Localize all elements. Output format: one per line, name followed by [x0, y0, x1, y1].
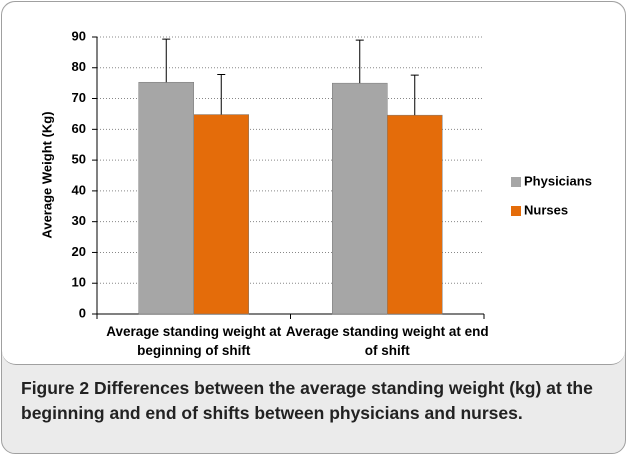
y-tick-label: 30	[72, 213, 86, 228]
error-bar	[217, 74, 226, 115]
y-tick-label: 70	[72, 90, 86, 105]
bar	[387, 114, 443, 315]
y-tick-label: 60	[72, 121, 86, 136]
bar	[332, 82, 388, 315]
caption: Figure 2 Differences between the average…	[21, 376, 611, 426]
caption-text: Differences between the average standing…	[21, 378, 593, 423]
y-tick-label: 20	[72, 244, 86, 259]
y-tick-label: 50	[72, 152, 86, 167]
legend-label: Physicians	[524, 173, 592, 188]
error-bar	[355, 39, 364, 84]
x-tick-label: Average standing weight at beginning of …	[106, 324, 282, 358]
bar	[138, 81, 194, 315]
y-tick-label: 90	[72, 28, 86, 43]
y-axis-title: Average Weight (Kg)	[39, 111, 54, 238]
error-bar	[410, 74, 419, 116]
legend-label: Nurses	[524, 202, 568, 217]
y-tick-label: 40	[72, 182, 86, 197]
legend-swatch	[511, 177, 521, 187]
legend-swatch	[511, 206, 521, 216]
y-tick-label: 80	[72, 59, 86, 74]
bar	[193, 114, 249, 315]
error-bar	[162, 38, 171, 83]
caption-label: Figure 2	[21, 378, 90, 398]
y-tick-label: 0	[79, 305, 86, 320]
chart-panel: Average Weight (Kg) 0 10 20 30 40 50 60 70 80 90 P…	[2, 2, 625, 365]
x-tick-label: Average standing weight at end of shift	[285, 324, 489, 358]
y-tick-label: 10	[72, 275, 86, 290]
chart: Average Weight (Kg) 0 10 20 30 40 50 60 70 80 90 P…	[39, 28, 592, 320]
